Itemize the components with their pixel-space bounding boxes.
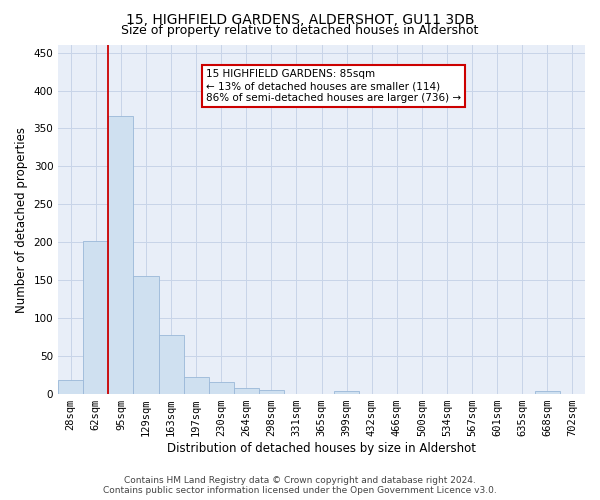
Bar	[109, 116, 133, 394]
Bar	[83, 241, 109, 394]
Bar	[158, 335, 184, 394]
Text: Contains HM Land Registry data © Crown copyright and database right 2024.
Contai: Contains HM Land Registry data © Crown c…	[103, 476, 497, 495]
Bar	[133, 276, 158, 394]
X-axis label: Distribution of detached houses by size in Aldershot: Distribution of detached houses by size …	[167, 442, 476, 455]
Bar	[535, 391, 560, 394]
Bar	[259, 390, 284, 394]
Text: 15 HIGHFIELD GARDENS: 85sqm
← 13% of detached houses are smaller (114)
86% of se: 15 HIGHFIELD GARDENS: 85sqm ← 13% of det…	[206, 70, 461, 102]
Bar	[334, 391, 359, 394]
Bar	[234, 388, 259, 394]
Bar	[184, 376, 209, 394]
Text: Size of property relative to detached houses in Aldershot: Size of property relative to detached ho…	[121, 24, 479, 37]
Bar	[209, 382, 234, 394]
Text: 15, HIGHFIELD GARDENS, ALDERSHOT, GU11 3DB: 15, HIGHFIELD GARDENS, ALDERSHOT, GU11 3…	[126, 12, 474, 26]
Bar	[58, 380, 83, 394]
Y-axis label: Number of detached properties: Number of detached properties	[15, 126, 28, 312]
